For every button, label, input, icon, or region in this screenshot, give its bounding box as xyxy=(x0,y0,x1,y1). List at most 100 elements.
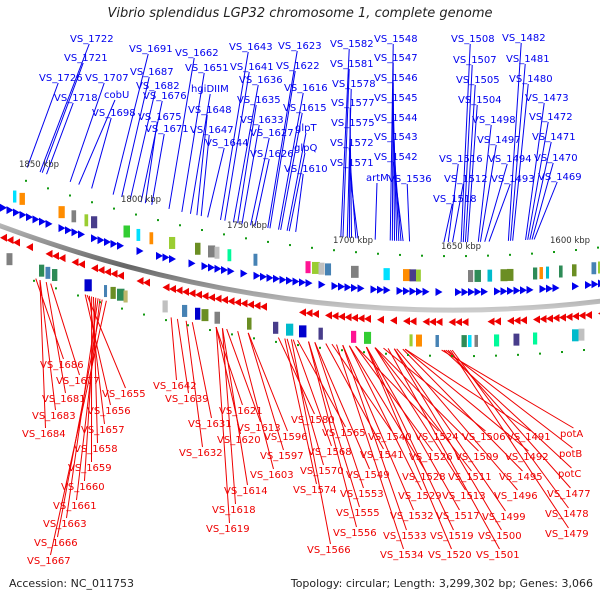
reverse-cds-arrow[interactable] xyxy=(546,314,553,323)
forward-gene-label[interactable]: VS_1469 xyxy=(538,172,582,183)
reverse-cds-arrow[interactable] xyxy=(169,284,176,293)
forward-gene-label[interactable]: VS_1545 xyxy=(374,93,418,104)
forward-gene-label[interactable]: VS_1471 xyxy=(532,132,576,143)
forward-cds-arrow[interactable] xyxy=(494,287,501,296)
forward-gene-label[interactable]: VS_1548 xyxy=(374,34,418,45)
reverse-cds-arrow[interactable] xyxy=(45,249,53,258)
forward-cds-arrow[interactable] xyxy=(78,230,85,239)
reverse-cds-arrow[interactable] xyxy=(6,236,14,245)
forward-cds-arrow[interactable] xyxy=(117,241,124,250)
reverse-cds-arrow[interactable] xyxy=(539,315,547,324)
forward-gene-label[interactable]: VS_1698 xyxy=(92,108,136,119)
reverse-cds-arrow[interactable] xyxy=(175,286,183,295)
forward-gene-label[interactable]: VS_1648 xyxy=(188,105,232,116)
reverse-gene-label[interactable]: VS_1565 xyxy=(322,428,366,439)
reverse-gene-label[interactable]: VS_1568 xyxy=(308,447,352,458)
reverse-cds-arrow[interactable] xyxy=(162,283,170,292)
forward-gene-label[interactable]: VS_1626 xyxy=(250,149,294,160)
reverse-gene-label[interactable]: VS_1620 xyxy=(217,435,261,446)
reverse-cds-arrow[interactable] xyxy=(52,252,59,261)
forward-cds-arrow[interactable] xyxy=(13,208,20,217)
reverse-gene-label[interactable]: VS_1519 xyxy=(430,531,474,542)
reverse-cds-arrow[interactable] xyxy=(422,317,430,326)
forward-gene-label[interactable]: VS_1544 xyxy=(374,113,418,124)
reverse-cds-arrow[interactable] xyxy=(110,269,118,278)
forward-cds-arrow[interactable] xyxy=(351,283,358,292)
reverse-cds-arrow[interactable] xyxy=(429,317,436,326)
forward-gene-label[interactable]: VS_1718 xyxy=(54,93,98,104)
forward-gene-label[interactable]: VS_1472 xyxy=(529,112,573,123)
reverse-gene-label[interactable]: VS_1511 xyxy=(448,472,492,483)
forward-cds-arrow[interactable] xyxy=(201,262,209,271)
forward-cds-arrow[interactable] xyxy=(39,217,46,226)
reverse-gene-label[interactable]: VS_1513 xyxy=(442,491,486,502)
reverse-cds-arrow[interactable] xyxy=(585,310,592,319)
reverse-cds-arrow[interactable] xyxy=(565,312,573,321)
reverse-gene-label[interactable]: VS_1618 xyxy=(212,505,256,516)
forward-gene-label[interactable]: VS_1572 xyxy=(330,138,374,149)
reverse-gene-label[interactable]: VS_1684 xyxy=(22,429,66,440)
reverse-gene-label[interactable]: VS_1660 xyxy=(61,482,105,493)
reverse-gene-label[interactable]: VS_1479 xyxy=(545,529,589,540)
reverse-cds-arrow[interactable] xyxy=(533,315,540,324)
reverse-gene-label[interactable]: VS_1619 xyxy=(206,524,250,535)
reverse-gene-label[interactable]: VS_1495 xyxy=(499,472,543,483)
forward-cds-arrow[interactable] xyxy=(26,213,33,222)
forward-cds-arrow[interactable] xyxy=(377,285,384,294)
forward-gene-label[interactable]: VS_1707 xyxy=(85,73,129,84)
forward-gene-label[interactable]: VS_1480 xyxy=(509,74,553,85)
forward-gene-label[interactable]: VS_1644 xyxy=(205,138,249,149)
forward-cds-arrow[interactable] xyxy=(370,285,378,294)
forward-cds-arrow[interactable] xyxy=(221,265,228,274)
forward-cds-arrow[interactable] xyxy=(461,288,469,297)
forward-gene-label[interactable]: VS_1616 xyxy=(284,83,328,94)
reverse-gene-label[interactable]: VS_1549 xyxy=(346,470,390,481)
reverse-gene-label[interactable]: VS_1677 xyxy=(56,376,100,387)
reverse-gene-label[interactable]: VS_1496 xyxy=(494,491,538,502)
reverse-gene-label[interactable]: potA xyxy=(560,429,583,440)
reverse-cds-arrow[interactable] xyxy=(26,243,33,252)
reverse-gene-label[interactable]: VS_1566 xyxy=(307,545,351,556)
reverse-cds-arrow[interactable] xyxy=(461,318,469,327)
reverse-gene-label[interactable]: VS_1534 xyxy=(380,550,424,561)
forward-cds-arrow[interactable] xyxy=(71,228,79,237)
forward-cds-arrow[interactable] xyxy=(455,288,462,297)
forward-gene-label[interactable]: VS_1516 xyxy=(439,154,483,165)
forward-cds-arrow[interactable] xyxy=(507,286,514,295)
forward-cds-arrow[interactable] xyxy=(45,219,53,228)
reverse-gene-label[interactable]: VS_1532 xyxy=(390,511,434,522)
forward-cds-arrow[interactable] xyxy=(552,284,560,293)
forward-gene-label[interactable]: VS_1647 xyxy=(190,125,234,136)
reverse-cds-arrow[interactable] xyxy=(403,317,410,326)
forward-cds-arrow[interactable] xyxy=(32,215,40,224)
forward-gene-label[interactable]: VS_1497 xyxy=(477,135,521,146)
forward-cds-arrow[interactable] xyxy=(344,283,352,292)
forward-gene-label[interactable]: VS_1722 xyxy=(70,34,114,45)
forward-cds-arrow[interactable] xyxy=(0,203,7,212)
reverse-cds-arrow[interactable] xyxy=(260,302,267,311)
forward-cds-arrow[interactable] xyxy=(65,226,72,235)
forward-gene-label[interactable]: VS_1543 xyxy=(374,132,418,143)
reverse-gene-label[interactable]: VS_1500 xyxy=(478,531,522,542)
forward-cds-arrow[interactable] xyxy=(468,288,475,297)
reverse-cds-arrow[interactable] xyxy=(253,301,261,310)
reverse-gene-label[interactable]: VS_1555 xyxy=(336,508,380,519)
forward-gene-label[interactable]: VS_1536 xyxy=(388,174,432,185)
reverse-cds-arrow[interactable] xyxy=(572,312,579,321)
reverse-gene-label[interactable]: VS_1632 xyxy=(179,448,223,459)
reverse-cds-arrow[interactable] xyxy=(214,294,222,303)
forward-cds-arrow[interactable] xyxy=(227,267,235,276)
forward-cds-arrow[interactable] xyxy=(136,246,144,255)
forward-gene-label[interactable]: VS_1512 xyxy=(444,174,488,185)
reverse-cds-arrow[interactable] xyxy=(117,271,124,280)
forward-gene-label[interactable]: glpT xyxy=(295,123,317,134)
forward-gene-label[interactable]: VS_1635 xyxy=(237,95,281,106)
forward-cds-arrow[interactable] xyxy=(500,287,508,296)
forward-gene-label[interactable]: VS_1581 xyxy=(330,59,374,70)
reverse-gene-label[interactable]: VS_1658 xyxy=(74,444,118,455)
forward-gene-label[interactable]: VS_1622 xyxy=(276,61,320,72)
forward-cds-arrow[interactable] xyxy=(416,287,423,296)
forward-gene-label[interactable]: VS_1571 xyxy=(330,158,374,169)
reverse-cds-arrow[interactable] xyxy=(247,300,254,309)
